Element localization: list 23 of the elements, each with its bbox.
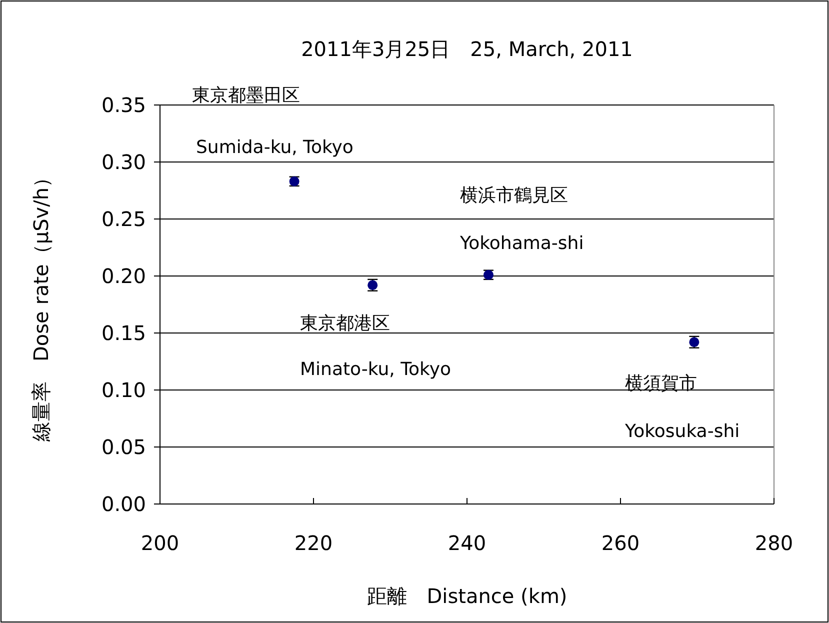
x-tick-label: 240 <box>448 531 486 555</box>
annotation: Minato-ku, Tokyo <box>300 359 451 380</box>
x-axis-title: 距離 Distance (km) <box>366 584 568 608</box>
y-tick-label: 0.10 <box>101 378 146 402</box>
annotation: Sumida-ku, Tokyo <box>196 137 354 158</box>
x-tick-label: 200 <box>140 531 180 555</box>
y-tick-label: 0.15 <box>101 321 146 345</box>
y-tick-label: 0.05 <box>101 435 146 459</box>
x-tick-label: 280 <box>754 531 794 555</box>
y-tick-label: 0.30 <box>101 150 146 174</box>
annotation: 東京都墨田区 <box>192 85 300 106</box>
y-tick-label: 0.00 <box>101 492 146 516</box>
y-tick-label: 0.25 <box>101 207 146 231</box>
x-tick-label: 220 <box>294 531 333 555</box>
x-tick-label: 260 <box>601 531 640 555</box>
annotation: 横浜市鶴見区 <box>460 185 568 206</box>
chart-title: 2011年3月25日 25, March, 2011 <box>301 37 633 61</box>
y-axis-title: 線量率 Dose rate（μSv/h） <box>29 167 53 443</box>
annotation: Yokohama-shi <box>459 233 584 254</box>
annotation: 東京都港区 <box>300 313 390 334</box>
y-tick-label: 0.20 <box>101 264 146 288</box>
annotation: Yokosuka-shi <box>624 421 740 442</box>
y-tick-label: 0.35 <box>101 93 146 117</box>
